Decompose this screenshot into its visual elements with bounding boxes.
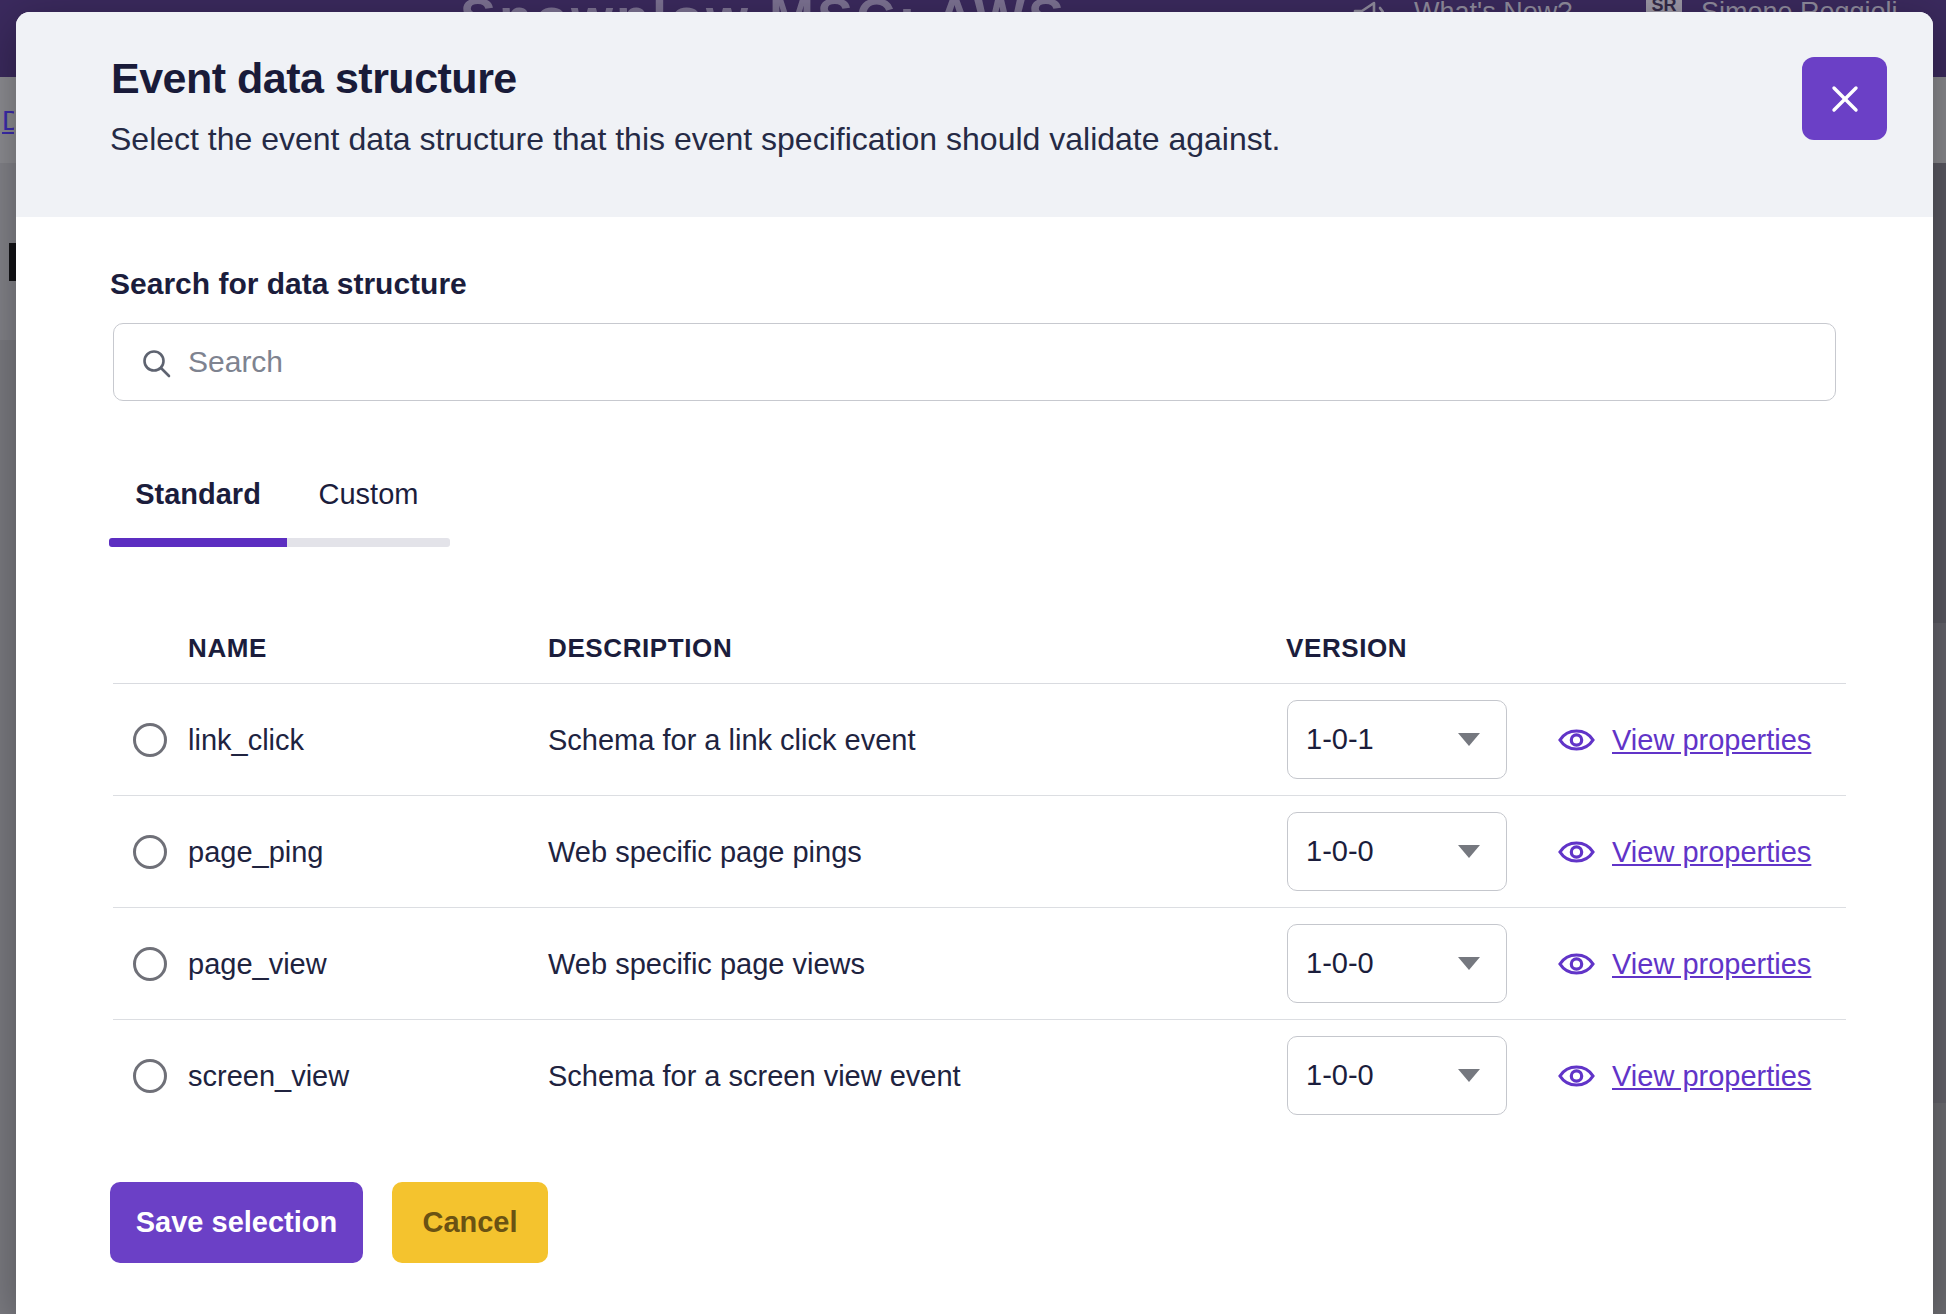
eye-icon [1558, 1061, 1595, 1091]
chevron-down-icon [1458, 733, 1480, 746]
column-header-name: NAME [188, 633, 267, 663]
data-structure-name: page_view [188, 908, 327, 1020]
table-row: page_ping Web specific page pings 1-0-0 Vie… [113, 796, 1846, 908]
version-value: 1-0-1 [1306, 701, 1374, 777]
view-properties-link[interactable]: View properties [1612, 684, 1811, 796]
version-select[interactable]: 1-0-0 [1287, 924, 1507, 1003]
version-select[interactable]: 1-0-0 [1287, 812, 1507, 891]
version-value: 1-0-0 [1306, 1037, 1374, 1113]
screen: Snowplow MSC: AWS What's New? SR Simone … [0, 0, 1946, 1314]
chevron-down-icon [1458, 1069, 1480, 1082]
dialog-header: Event data structure Select the event da… [16, 12, 1933, 217]
version-value: 1-0-0 [1306, 813, 1374, 889]
event-data-structure-dialog: Event data structure Select the event da… [16, 12, 1933, 1314]
data-structure-name: link_click [188, 684, 304, 796]
tab-indicator-track [287, 538, 450, 547]
table-row: screen_view Schema for a screen view even… [113, 1020, 1846, 1132]
chevron-down-icon [1458, 957, 1480, 970]
view-properties-link[interactable]: View properties [1612, 1020, 1811, 1132]
version-select[interactable]: 1-0-0 [1287, 1036, 1507, 1115]
page-card-edge [0, 340, 16, 1314]
version-select[interactable]: 1-0-1 [1287, 700, 1507, 779]
search-input[interactable] [114, 324, 1835, 400]
version-value: 1-0-0 [1306, 925, 1374, 1001]
view-properties-link[interactable]: View properties [1612, 908, 1811, 1020]
cancel-button[interactable]: Cancel [392, 1182, 548, 1263]
data-structure-name: page_ping [188, 796, 323, 908]
data-structure-name: screen_view [188, 1020, 349, 1132]
search-section-label: Search for data structure [110, 266, 467, 302]
radio-button[interactable] [133, 723, 167, 757]
table-row: page_view Web specific page views 1-0-0 Vie… [113, 908, 1846, 1020]
data-structure-description: Schema for a link click event [548, 684, 915, 796]
data-structure-description: Web specific page views [548, 908, 865, 1020]
chevron-down-icon [1458, 845, 1480, 858]
column-header-description: DESCRIPTION [548, 633, 732, 663]
dialog-subtitle: Select the event data structure that thi… [110, 120, 1280, 158]
save-selection-button[interactable]: Save selection [110, 1182, 363, 1263]
breadcrumb-link[interactable]: D [2, 104, 14, 138]
radio-button[interactable] [133, 947, 167, 981]
close-button[interactable] [1802, 57, 1887, 140]
tab-indicator-active [109, 538, 287, 547]
radio-button[interactable] [133, 1059, 167, 1093]
tab-custom[interactable]: Custom [287, 477, 450, 511]
view-properties-link[interactable]: View properties [1612, 796, 1811, 908]
tab-standard[interactable]: Standard [109, 477, 287, 511]
data-structure-description: Web specific page pings [548, 796, 862, 908]
data-structure-rows: link_click Schema for a link click event 1… [113, 684, 1846, 1132]
table-row: link_click Schema for a link click event 1… [113, 684, 1846, 796]
dialog-title: Event data structure [111, 53, 517, 103]
data-structure-description: Schema for a screen view event [548, 1020, 961, 1132]
eye-icon [1558, 949, 1595, 979]
eye-icon [1558, 837, 1595, 867]
search-field [113, 323, 1836, 401]
close-icon [1830, 84, 1860, 114]
radio-button[interactable] [133, 835, 167, 869]
column-header-version: VERSION [1286, 633, 1407, 663]
eye-icon [1558, 725, 1595, 755]
